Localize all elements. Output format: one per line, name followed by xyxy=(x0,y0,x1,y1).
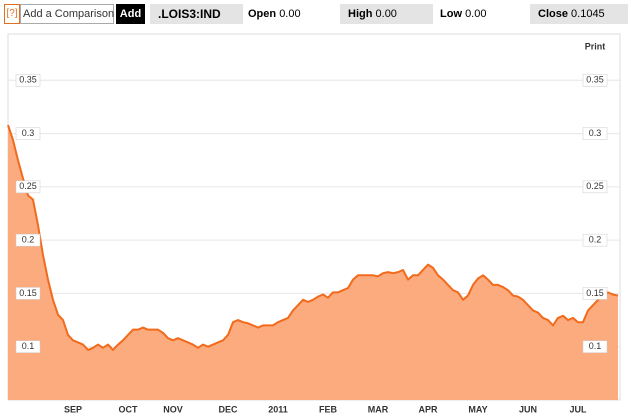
y-tick-label: 0.3 xyxy=(589,128,602,138)
high-stat: High 0.00 xyxy=(340,4,433,24)
x-tick-label: APR xyxy=(418,404,438,414)
symbol: .LOIS3:IND xyxy=(150,4,243,24)
x-tick-label: FEB xyxy=(319,404,338,414)
x-tick-label: DEC xyxy=(218,404,238,414)
high-label: High xyxy=(348,8,373,20)
area-fill xyxy=(8,125,618,400)
y-tick-label: 0.35 xyxy=(19,75,37,85)
x-tick-label: JUL xyxy=(569,404,587,414)
help-icon[interactable]: [?] xyxy=(4,4,20,24)
open-value: 0.00 xyxy=(279,8,301,20)
tick-label-box xyxy=(582,287,608,300)
x-tick-label: MAY xyxy=(468,404,487,414)
x-tick-label: OCT xyxy=(119,404,139,414)
tick-label-box xyxy=(15,180,41,194)
tick-label-box xyxy=(582,74,608,87)
x-tick-label: SEP xyxy=(64,404,82,414)
high-value: 0.00 xyxy=(375,8,397,20)
y-tick-label: 0.1 xyxy=(589,341,602,351)
y-tick-label: 0.15 xyxy=(586,288,604,298)
y-tick-label: 0.25 xyxy=(586,181,604,191)
tick-label-box xyxy=(582,180,608,194)
add-button[interactable]: Add xyxy=(116,4,145,24)
tick-label-box xyxy=(582,340,608,353)
x-tick-label: MAR xyxy=(368,404,389,414)
close-stat: Close 0.1045 xyxy=(530,4,628,24)
price-line xyxy=(7,124,619,351)
y-tick-label: 0.2 xyxy=(589,235,602,245)
tick-label-box xyxy=(15,340,41,353)
x-tick-label: JUN xyxy=(519,404,537,414)
close-value: 0.1045 xyxy=(571,8,605,20)
tick-label-box xyxy=(15,127,41,140)
comparison-input[interactable]: Add a Comparison xyxy=(20,4,114,24)
tick-label-box xyxy=(15,287,41,300)
y-tick-label: 0.35 xyxy=(586,75,604,85)
tick-label-box xyxy=(582,127,608,140)
tick-label-box xyxy=(582,233,608,247)
low-stat: Low 0.00 xyxy=(440,4,526,24)
print-link[interactable]: Print xyxy=(585,41,606,51)
low-label: Low xyxy=(440,8,462,20)
x-tick-label: NOV xyxy=(163,404,183,414)
x-tick-label: 2011 xyxy=(268,404,288,414)
y-tick-label: 0.25 xyxy=(19,181,37,191)
y-tick-label: 0.2 xyxy=(22,235,35,245)
open-label: Open xyxy=(248,8,277,20)
tick-label-box xyxy=(15,233,41,247)
low-value: 0.00 xyxy=(465,8,487,20)
tick-label-box xyxy=(15,74,41,87)
open-stat: Open 0.00 xyxy=(248,4,336,24)
y-tick-label: 0.1 xyxy=(22,341,35,351)
y-tick-label: 0.3 xyxy=(22,128,35,138)
y-tick-label: 0.15 xyxy=(19,288,37,298)
close-label: Close xyxy=(538,8,568,20)
